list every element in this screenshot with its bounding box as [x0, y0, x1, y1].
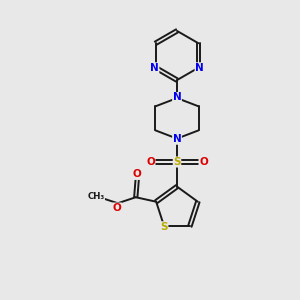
Text: N: N	[172, 92, 182, 103]
Text: S: S	[160, 222, 168, 232]
Text: O: O	[113, 203, 122, 213]
Text: O: O	[146, 157, 155, 167]
Text: S: S	[173, 157, 181, 167]
Text: O: O	[133, 169, 142, 179]
Text: N: N	[172, 134, 182, 144]
Text: N: N	[195, 63, 204, 73]
Text: O: O	[199, 157, 208, 167]
Text: N: N	[150, 63, 159, 73]
Text: CH₃: CH₃	[87, 192, 104, 201]
